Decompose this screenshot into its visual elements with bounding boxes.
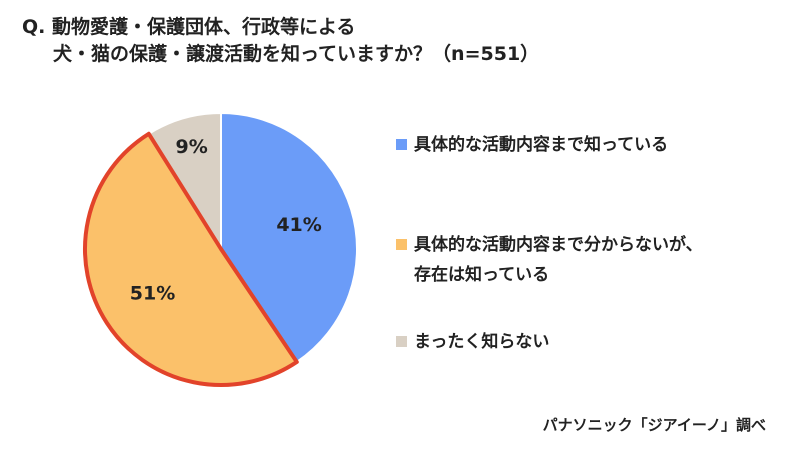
legend-label-dont-know: まったく知らない xyxy=(414,332,550,352)
chart-title-line2: 犬・猫の保護・譲渡活動を知っていますか？（n=551） xyxy=(53,43,540,65)
pie-slice-know-details xyxy=(220,111,358,364)
source-note: パナソニック「ジアイーノ」調べ xyxy=(542,416,766,434)
legend-label-know-existence-line1: 具体的な活動内容まで分からないが、 xyxy=(414,235,703,255)
chart-title: Q. 動物愛護・保護団体、行政等による 犬・猫の保護・譲渡活動を知っていますか？… xyxy=(22,14,539,68)
legend-swatch-dont-know xyxy=(396,336,407,347)
pie-slice-know-existence xyxy=(83,131,299,387)
legend-swatch-know-details xyxy=(396,139,407,150)
legend-label-know-details: 具体的な活動内容まで知っている xyxy=(414,135,669,155)
legend-swatch-know-existence xyxy=(396,239,407,250)
chart-title-line1: Q. 動物愛護・保護団体、行政等による xyxy=(22,16,356,38)
legend-label-know-existence-line2: 存在は知っている xyxy=(414,265,550,285)
pie-value-label-know-existence: 51% xyxy=(130,282,175,304)
pie-value-label-know-details: 41% xyxy=(276,214,321,236)
pie-value-label-dont-know: 9% xyxy=(176,136,208,158)
